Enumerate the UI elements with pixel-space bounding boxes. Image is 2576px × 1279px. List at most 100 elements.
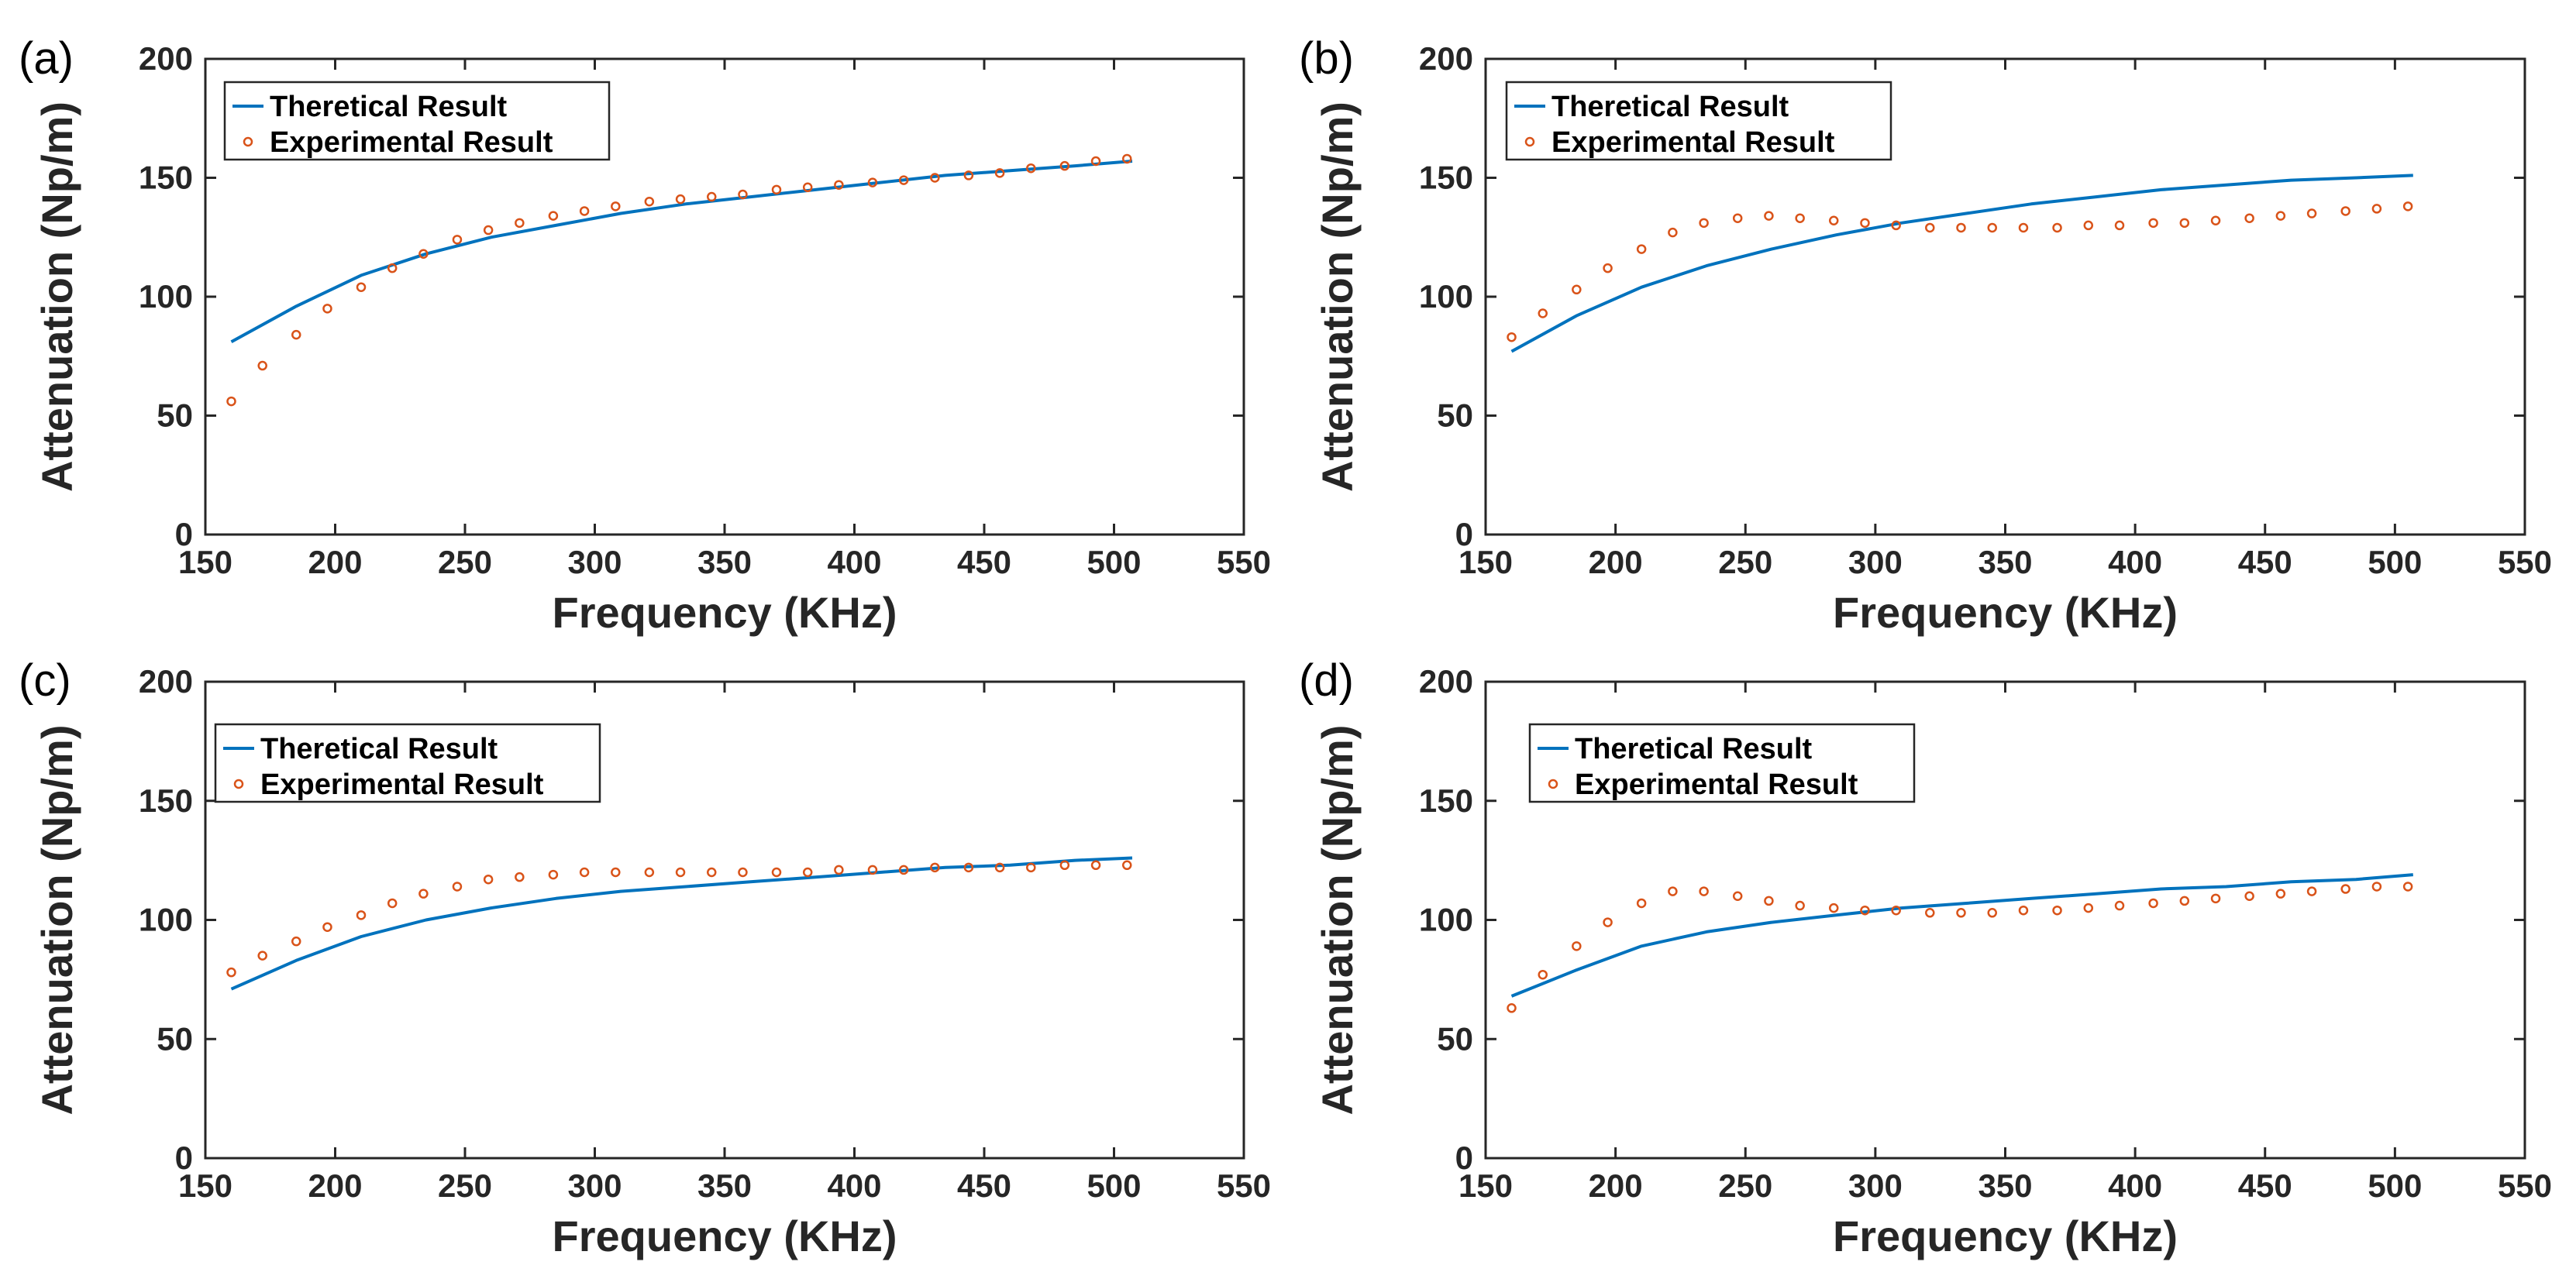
data-point-experimental <box>579 867 590 878</box>
data-point-experimental <box>930 173 940 183</box>
data-point-experimental <box>2340 206 2350 216</box>
data-point-experimental <box>2275 889 2286 899</box>
data-point-experimental <box>867 865 878 875</box>
data-point-experimental <box>1828 903 1839 913</box>
data-point-experimental <box>930 862 940 873</box>
data-point-experimental <box>2052 905 2062 916</box>
y-tick-label: 100 <box>1419 902 1473 938</box>
data-point-experimental <box>2402 201 2413 211</box>
x-axis-label: Frequency (KHz) <box>553 1212 897 1260</box>
data-point-experimental <box>611 867 621 878</box>
data-point-experimental <box>771 184 782 195</box>
x-tick-label: 150 <box>1458 1167 1513 1204</box>
data-point-experimental <box>2018 905 2029 916</box>
y-axis-label: Attenuation (Np/m) <box>33 725 81 1116</box>
data-point-experimental <box>1828 215 1839 226</box>
data-point-experimental <box>1891 905 1901 916</box>
data-point-experimental <box>2179 896 2190 906</box>
x-tick-label: 550 <box>1217 544 1271 580</box>
data-point-experimental <box>1090 860 1101 871</box>
data-point-experimental <box>322 922 332 932</box>
legend-entry-label: Theretical Result <box>1575 733 1813 765</box>
panel-label: (b) <box>1299 33 1354 84</box>
legend-entry-label: Experimental Result <box>1551 126 1835 159</box>
legend-marker-swatch <box>1524 136 1535 147</box>
data-point-experimental <box>963 170 974 181</box>
data-point-experimental <box>1507 332 1517 342</box>
data-point-experimental <box>2371 204 2382 214</box>
data-point-experimental <box>418 249 429 259</box>
data-point-experimental <box>579 206 590 216</box>
x-axis-label: Frequency (KHz) <box>1833 1212 2178 1260</box>
data-point-experimental <box>802 182 813 193</box>
x-tick-label: 400 <box>2108 544 2162 580</box>
data-point-experimental <box>1891 220 1901 231</box>
data-point-experimental <box>738 867 748 878</box>
data-point-experimental <box>1699 886 1709 896</box>
x-tick-label: 550 <box>2498 1167 2552 1204</box>
data-point-experimental <box>2114 220 2125 231</box>
data-point-experimental <box>802 867 813 878</box>
x-tick-label: 450 <box>2238 1167 2292 1204</box>
x-tick-label: 250 <box>438 1167 492 1204</box>
x-tick-label: 400 <box>2108 1167 2162 1204</box>
data-point-experimental <box>2244 213 2254 223</box>
data-point-experimental <box>322 304 332 314</box>
data-point-experimental <box>1764 211 1774 221</box>
series-line-theoretical <box>230 160 1133 344</box>
data-point-experimental <box>963 862 974 873</box>
x-tick-label: 500 <box>1087 544 1141 580</box>
legend-box <box>1505 81 1892 161</box>
data-point-experimental <box>1699 218 1709 229</box>
x-tick-label: 500 <box>1087 1167 1141 1204</box>
data-point-experimental <box>1603 917 1613 927</box>
data-point-experimental <box>1538 308 1548 318</box>
panel-label: (c) <box>19 655 71 706</box>
data-point-experimental <box>1668 886 1678 896</box>
y-tick-label: 150 <box>1419 160 1473 196</box>
data-point-experimental <box>2018 222 2029 233</box>
data-point-experimental <box>1987 222 1997 233</box>
y-tick-label: 100 <box>1419 278 1473 315</box>
x-tick-label: 450 <box>957 1167 1011 1204</box>
data-point-experimental <box>356 282 367 292</box>
legend-entry-label: Experimental Result <box>1575 768 1858 801</box>
y-tick-label: 150 <box>1419 782 1473 819</box>
y-tick-label: 0 <box>1455 1140 1473 1176</box>
x-tick-label: 150 <box>1458 544 1513 580</box>
x-tick-label: 250 <box>1718 544 1772 580</box>
data-point-experimental <box>1538 969 1548 980</box>
y-tick-label: 200 <box>139 663 193 700</box>
legend-marker-swatch <box>243 136 253 147</box>
legend-entry-label: Theretical Result <box>1551 91 1789 123</box>
data-point-experimental <box>2306 886 2317 896</box>
data-point-experimental <box>2210 215 2221 226</box>
data-point-experimental <box>2210 893 2221 904</box>
legend-entry-label: Experimental Result <box>260 768 544 801</box>
data-point-experimental <box>452 235 463 245</box>
data-point-experimental <box>611 201 621 211</box>
data-point-experimental <box>1572 941 1582 951</box>
data-point-experimental <box>834 865 844 875</box>
data-point-experimental <box>452 882 463 892</box>
data-point-experimental <box>675 867 686 878</box>
panel-label: (d) <box>1299 655 1354 706</box>
data-point-experimental <box>1764 896 1774 906</box>
data-point-experimental <box>1026 862 1036 873</box>
data-point-experimental <box>707 191 717 202</box>
legend-box <box>1528 723 1916 803</box>
y-tick-label: 100 <box>139 902 193 938</box>
data-point-experimental <box>291 936 301 947</box>
data-point-experimental <box>1732 891 1743 901</box>
x-tick-label: 350 <box>697 1167 752 1204</box>
data-point-experimental <box>387 898 398 909</box>
x-tick-label: 300 <box>1848 1167 1903 1204</box>
y-tick-label: 50 <box>1437 397 1473 434</box>
panel-label: (a) <box>19 33 74 84</box>
data-point-experimental <box>257 951 267 961</box>
x-tick-label: 150 <box>178 544 232 580</box>
legend-entry-label: Theretical Result <box>270 91 508 123</box>
